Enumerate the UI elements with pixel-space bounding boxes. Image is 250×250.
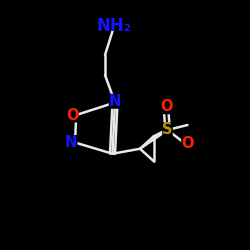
Text: S: S — [162, 122, 173, 138]
Text: N: N — [109, 94, 121, 109]
Text: O: O — [181, 136, 194, 151]
Text: O: O — [66, 108, 79, 122]
Text: N: N — [65, 135, 78, 150]
Text: NH₂: NH₂ — [96, 17, 131, 35]
Text: O: O — [160, 99, 172, 114]
